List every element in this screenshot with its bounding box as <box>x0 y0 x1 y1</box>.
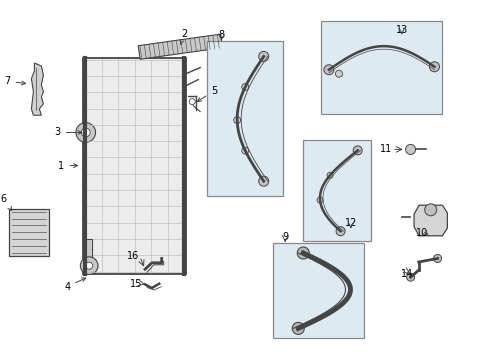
Text: 16: 16 <box>127 251 140 261</box>
Text: 6: 6 <box>1 194 12 211</box>
Bar <box>273 243 364 338</box>
Text: 10: 10 <box>416 228 429 238</box>
Circle shape <box>242 147 249 154</box>
Bar <box>303 140 371 241</box>
Circle shape <box>189 99 195 105</box>
Text: 9: 9 <box>282 232 288 242</box>
Polygon shape <box>86 239 92 257</box>
Bar <box>321 21 442 114</box>
Circle shape <box>80 257 98 274</box>
Bar <box>207 41 283 196</box>
Bar <box>83 58 186 274</box>
Text: 15: 15 <box>130 279 142 289</box>
Text: 4: 4 <box>64 278 86 292</box>
Circle shape <box>425 204 437 216</box>
Circle shape <box>297 247 309 259</box>
Circle shape <box>336 70 343 77</box>
Bar <box>9 209 49 256</box>
Text: 8: 8 <box>219 30 224 40</box>
Text: 12: 12 <box>344 218 357 228</box>
Text: 1: 1 <box>58 161 77 171</box>
Circle shape <box>259 51 269 62</box>
Circle shape <box>76 123 96 142</box>
Polygon shape <box>31 63 44 115</box>
Circle shape <box>234 117 241 123</box>
Circle shape <box>353 146 362 155</box>
Circle shape <box>327 172 333 178</box>
Bar <box>83 58 186 274</box>
Circle shape <box>317 197 323 203</box>
Text: 5: 5 <box>197 86 218 102</box>
Text: 7: 7 <box>4 76 25 86</box>
Circle shape <box>406 144 416 154</box>
Text: 2: 2 <box>180 29 188 44</box>
Circle shape <box>429 62 440 72</box>
Circle shape <box>86 262 93 269</box>
Circle shape <box>336 227 345 236</box>
Bar <box>138 34 222 59</box>
Polygon shape <box>414 205 447 236</box>
Circle shape <box>292 323 304 334</box>
Text: 3: 3 <box>55 127 82 138</box>
Circle shape <box>81 128 90 137</box>
Text: 14: 14 <box>401 269 413 279</box>
Circle shape <box>259 176 269 186</box>
Text: 13: 13 <box>396 24 408 35</box>
Circle shape <box>434 255 441 262</box>
Circle shape <box>407 273 415 281</box>
Circle shape <box>242 84 249 90</box>
Text: 11: 11 <box>380 144 392 154</box>
Circle shape <box>324 65 334 75</box>
